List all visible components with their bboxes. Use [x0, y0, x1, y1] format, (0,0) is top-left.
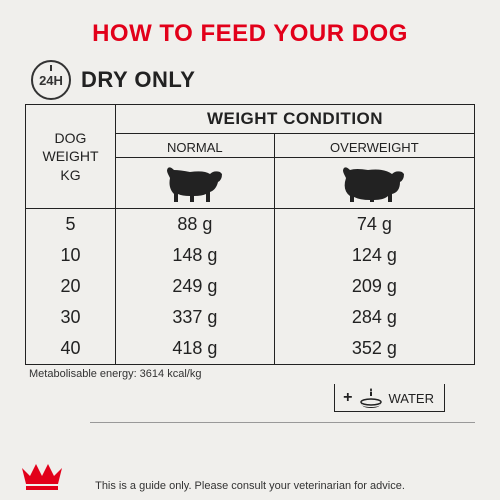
water-row: + WATER [25, 384, 475, 412]
subtitle-row: 24H DRY ONLY [31, 60, 475, 100]
dwh-l2: WEIGHT [43, 148, 99, 164]
weight-value: 5 [26, 209, 116, 241]
water-label: WATER [389, 391, 435, 406]
bowl-icon [359, 388, 383, 408]
subtitle: DRY ONLY [81, 67, 195, 93]
energy-footnote: Metabolisable energy: 3614 kcal/kg [29, 368, 475, 380]
table-row: 20 249 g 209 g [26, 271, 475, 302]
overweight-value: 124 g [274, 240, 474, 271]
overweight-value: 352 g [274, 333, 474, 365]
weight-value: 20 [26, 271, 116, 302]
dog-overweight-icon [336, 160, 412, 204]
weight-value: 40 [26, 333, 116, 365]
weight-value: 10 [26, 240, 116, 271]
disclaimer: This is a guide only. Please consult you… [0, 480, 500, 492]
table-row: 40 418 g 352 g [26, 333, 475, 365]
dwh-l3: KG [60, 167, 80, 183]
normal-value: 418 g [116, 333, 275, 365]
water-box: + WATER [334, 384, 445, 412]
condition-overweight-header: OVERWEIGHT [274, 134, 474, 158]
clock-label: 24H [39, 73, 63, 88]
normal-value: 337 g [116, 302, 275, 333]
condition-normal-header: NORMAL [116, 134, 275, 158]
weight-condition-header: WEIGHT CONDITION [116, 105, 475, 134]
overweight-value: 284 g [274, 302, 474, 333]
overweight-value: 209 g [274, 271, 474, 302]
dog-normal-icon [160, 160, 230, 204]
dwh-l1: DOG [55, 130, 87, 146]
dog-weight-header: DOG WEIGHT KG [26, 105, 116, 209]
weight-value: 30 [26, 302, 116, 333]
clock-icon: 24H [31, 60, 71, 100]
feeding-table: DOG WEIGHT KG WEIGHT CONDITION NORMAL OV… [25, 104, 475, 365]
table-row: 5 88 g 74 g [26, 209, 475, 241]
normal-value: 148 g [116, 240, 275, 271]
divider [90, 422, 475, 423]
normal-value: 88 g [116, 209, 275, 241]
dog-normal-icon-cell [116, 158, 275, 209]
page-title: HOW TO FEED YOUR DOG [25, 20, 475, 48]
dog-overweight-icon-cell [274, 158, 474, 209]
table-row: 10 148 g 124 g [26, 240, 475, 271]
plus-icon: + [343, 389, 352, 407]
overweight-value: 74 g [274, 209, 474, 241]
table-row: 30 337 g 284 g [26, 302, 475, 333]
normal-value: 249 g [116, 271, 275, 302]
